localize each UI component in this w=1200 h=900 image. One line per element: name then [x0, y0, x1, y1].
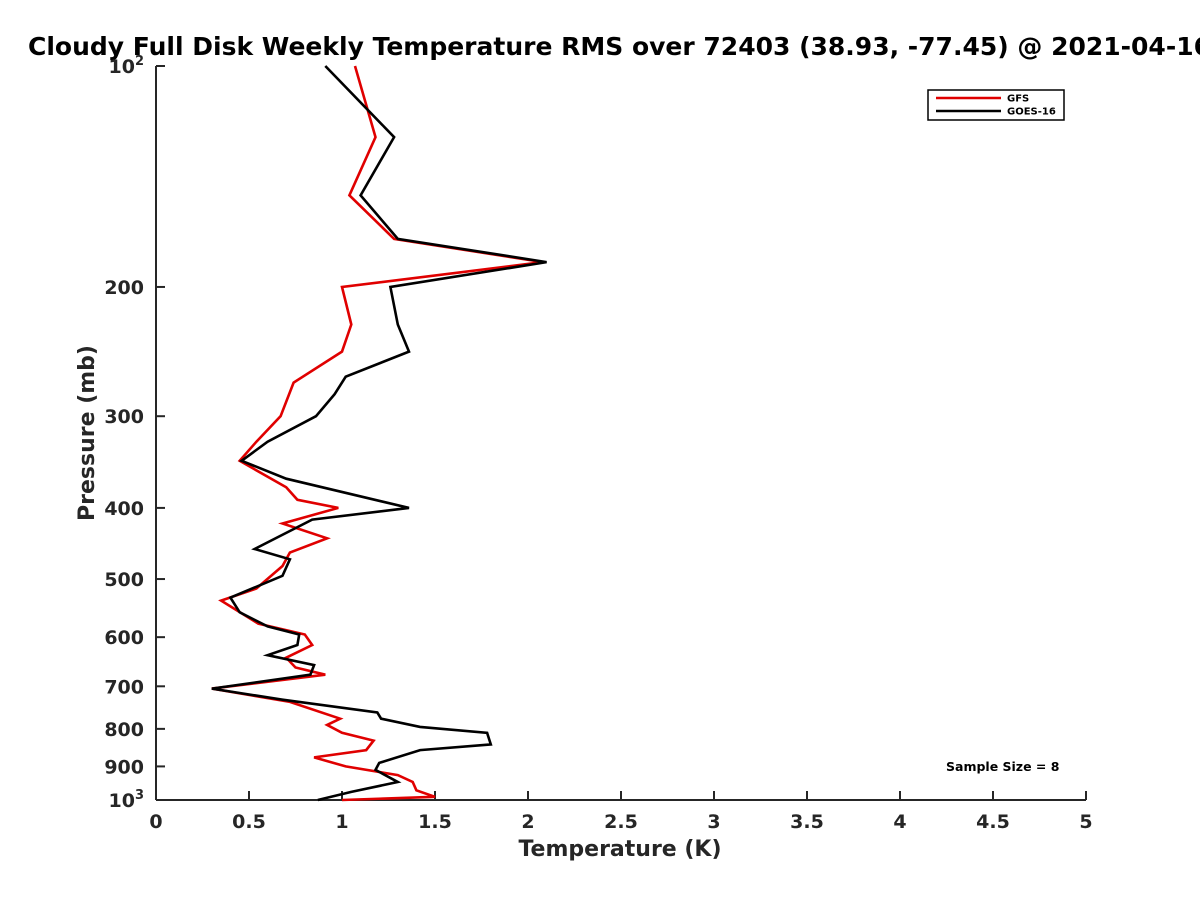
x-tick-label: 2 [521, 811, 534, 833]
y-tick-label: 200 [104, 277, 144, 299]
x-tick-label: 2.5 [604, 811, 638, 833]
x-tick-label: 1 [335, 811, 348, 833]
y-tick-label: 400 [104, 498, 144, 520]
x-tick-label: 5 [1079, 811, 1092, 833]
chart-title: Cloudy Full Disk Weekly Temperature RMS … [28, 32, 1200, 61]
sample-size-annotation: Sample Size = 8 [946, 759, 1059, 774]
y-tick-label: 800 [104, 719, 144, 741]
series-layer [211, 65, 547, 802]
legend-label-goes16: GOES-16 [1007, 107, 1056, 118]
y-tick-label: 102 [109, 54, 145, 78]
x-tick-label: 1.5 [418, 811, 452, 833]
y-tick-label: 103 [109, 788, 145, 812]
series-line-gfs [211, 65, 544, 802]
x-tick-label: 0.5 [232, 811, 266, 833]
y-tick-label: 300 [104, 406, 144, 428]
legend-label-gfs: GFS [1007, 94, 1029, 105]
x-tick-label: 3 [707, 811, 720, 833]
x-axis-label: Temperature (K) [518, 837, 721, 862]
y-axis-label: Pressure (mb) [75, 345, 100, 521]
x-tick-label: 0 [149, 811, 162, 833]
y-tick-label: 700 [104, 676, 144, 698]
legend: GFS GOES-16 [927, 89, 1065, 121]
x-tick-label: 4.5 [976, 811, 1010, 833]
x-tick-label: 4 [893, 811, 906, 833]
y-tick-label: 600 [104, 627, 144, 649]
y-tick-label: 500 [104, 569, 144, 591]
axes: 0 0.5 1 1.5 2 2.5 3 3.5 4 4.5 5 102 200 300 400 500 600 7… [104, 54, 1092, 833]
y-tick-label: 900 [104, 756, 144, 778]
series-line-goes16 [211, 65, 547, 802]
legend-box [927, 89, 1065, 121]
x-tick-label: 3.5 [790, 811, 824, 833]
